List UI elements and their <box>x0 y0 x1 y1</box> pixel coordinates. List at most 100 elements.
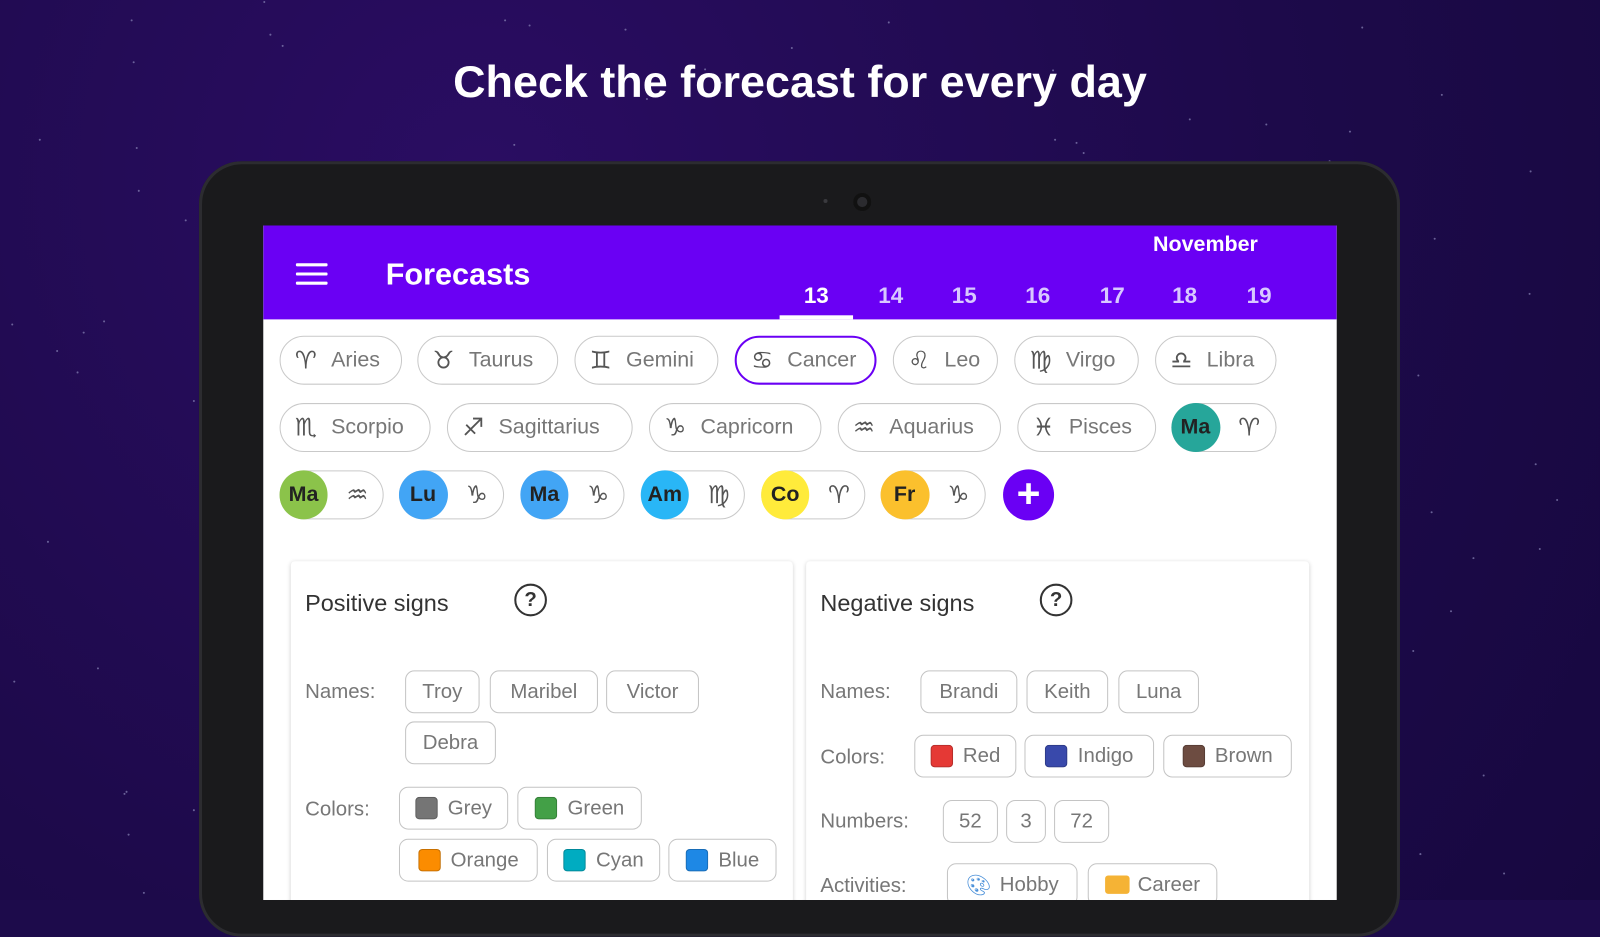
star <box>1472 557 1475 560</box>
color-name: Cyan <box>596 848 644 871</box>
aquarius-icon: ♒︎ <box>853 413 876 442</box>
activity-name: Hobby <box>999 872 1059 896</box>
color-swatch <box>930 744 953 768</box>
chip-label: Cancer <box>787 347 857 372</box>
star <box>720 81 723 84</box>
star <box>1054 138 1057 141</box>
pisces-icon: ♓︎ <box>1032 413 1055 442</box>
month-label: November <box>1153 232 1258 257</box>
star <box>513 143 516 146</box>
person-chip[interactable]: Fr ♑︎ <box>880 470 986 520</box>
app-bar: Forecasts November 13 14 15 16 17 18 19 <box>263 225 1337 320</box>
chip-label: Taurus <box>468 347 534 372</box>
star <box>39 138 42 142</box>
star <box>123 792 126 795</box>
person-chip[interactable]: Ma ♒︎ <box>279 470 384 520</box>
color-tag: Brown <box>1163 734 1292 778</box>
color-tag: Blue <box>668 838 777 882</box>
star <box>1529 170 1532 173</box>
sign-chip-pisces[interactable]: ♓︎ Pisces <box>1017 403 1157 453</box>
leo-icon: ♌︎ <box>908 345 931 375</box>
date-tab-16[interactable]: 16 <box>1025 282 1051 309</box>
cancer-icon: ♋︎ <box>751 345 773 375</box>
colors-label: Colors: <box>305 797 370 821</box>
sign-chip-aries[interactable]: ♈︎ Aries <box>279 335 403 385</box>
person-chip[interactable]: Lu ♑︎ <box>398 470 505 520</box>
star <box>1418 853 1422 856</box>
color-swatch <box>534 796 558 820</box>
sign-chip-virgo[interactable]: ♍︎ Virgo <box>1014 335 1139 385</box>
sign-chip-capricorn[interactable]: ♑︎ Capricorn <box>648 403 822 453</box>
avatar: Lu <box>398 470 448 520</box>
star <box>1440 94 1443 97</box>
date-tab-18[interactable]: 18 <box>1172 282 1198 309</box>
star <box>96 667 99 670</box>
virgo-icon: ♍︎ <box>707 480 730 510</box>
person-chip[interactable]: Am ♍︎ <box>640 470 745 520</box>
names-label: Names: <box>820 680 891 704</box>
star <box>136 146 139 149</box>
sign-chip-leo[interactable]: ♌︎ Leo <box>892 335 998 385</box>
avatar: Co <box>760 470 810 520</box>
activity-tag: Career <box>1087 863 1218 900</box>
sign-chip-sagittarius[interactable]: ♐︎ Sagittarius <box>446 403 633 453</box>
star <box>1188 118 1191 121</box>
colors-label: Colors: <box>820 745 886 769</box>
sign-chip-scorpio[interactable]: ♏︎ Scorpio <box>279 403 431 453</box>
avatar: Am <box>640 470 690 520</box>
color-name: Indigo <box>1077 744 1134 767</box>
activity-tag: 🎨︎ Hobby <box>946 863 1078 900</box>
person-chip[interactable]: Ma ♈︎ <box>1170 403 1277 453</box>
date-tab-17[interactable]: 17 <box>1099 282 1125 309</box>
color-tag: Red <box>914 734 1017 778</box>
star <box>887 21 890 24</box>
activities-label: Activities: <box>820 874 907 897</box>
capricorn-icon: ♑︎ <box>664 413 687 442</box>
chip-label: Pisces <box>1068 415 1133 439</box>
color-name: Grey <box>447 796 493 819</box>
chip-label: Aries <box>331 347 380 372</box>
name-tag: Maribel <box>489 670 598 714</box>
date-tab-13[interactable]: 13 <box>803 282 829 309</box>
add-person-button[interactable]: + <box>1003 469 1055 521</box>
sign-chip-taurus[interactable]: ♉︎ Taurus <box>417 335 559 385</box>
chip-label: Gemini <box>626 347 694 372</box>
chip-label: Scorpio <box>331 415 404 439</box>
color-name: Blue <box>718 848 760 871</box>
star <box>1075 142 1078 145</box>
aries-icon: ♈︎ <box>294 345 317 375</box>
scorpio-icon: ♏︎ <box>294 413 317 442</box>
help-icon[interactable]: ? <box>1039 583 1073 617</box>
star <box>102 320 105 323</box>
sign-chip-gemini[interactable]: ♊︎ Gemini <box>574 335 719 385</box>
capricorn-icon: ♑︎ <box>947 480 970 510</box>
star <box>1528 292 1531 295</box>
color-name: Red <box>962 744 1001 767</box>
star <box>1502 872 1505 875</box>
app-screen: Forecasts November 13 14 15 16 17 18 19 … <box>263 225 1337 900</box>
aquarius-icon: ♒︎ <box>346 480 369 510</box>
color-name: Orange <box>450 848 519 871</box>
star <box>56 350 59 353</box>
color-tag: Indigo <box>1024 734 1155 778</box>
star <box>1083 151 1086 154</box>
number-tag: 3 <box>1006 799 1046 843</box>
date-tab-14[interactable]: 14 <box>878 282 904 309</box>
sign-chip-cancer[interactable]: ♋︎ Cancer <box>734 335 877 385</box>
sign-chip-aquarius[interactable]: ♒︎ Aquarius <box>837 403 1002 453</box>
person-chip[interactable]: Co ♈︎ <box>760 470 866 520</box>
date-tab-15[interactable]: 15 <box>951 282 977 309</box>
aries-icon: ♈︎ <box>1238 413 1261 442</box>
hamburger-icon[interactable] <box>295 263 328 285</box>
star <box>193 399 196 402</box>
star <box>1535 462 1538 466</box>
date-tab-19[interactable]: 19 <box>1246 282 1272 309</box>
help-icon[interactable]: ? <box>514 583 547 617</box>
person-chip[interactable]: Ma ♑︎ <box>519 470 625 520</box>
headline: Check the forecast for every day <box>453 57 1147 108</box>
sign-chip-libra[interactable]: ♎︎ Libra <box>1155 335 1277 385</box>
star <box>624 28 627 31</box>
card-title: Positive signs <box>305 589 449 617</box>
activity-name: Career <box>1137 872 1201 896</box>
